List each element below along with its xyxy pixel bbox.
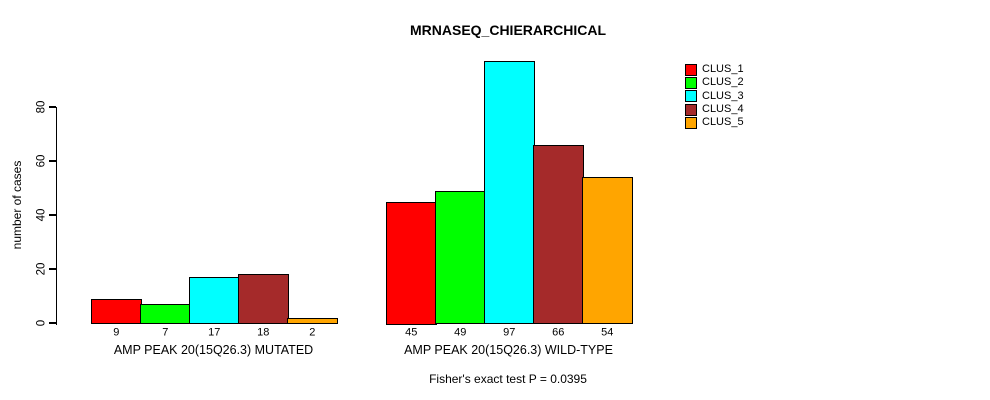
legend-swatch-clus_1 [685,63,697,76]
legend-entry-clus_1: CLUS_1 [685,63,744,76]
legend-swatch-clus_4 [685,103,697,116]
legend-label: CLUS_5 [702,116,744,129]
fisher-test-annotation: Fisher's exact test P = 0.0395 [429,372,587,386]
legend-label: CLUS_2 [702,76,744,89]
y-tick-mark [48,268,56,270]
bar-value-label: 7 [162,326,169,339]
y-axis-line [55,107,57,325]
y-tick-label: 40 [35,208,48,222]
group-label-mutated: AMP PEAK 20(15Q26.3) MUTATED [113,342,314,357]
group-label-wild-type: AMP PEAK 20(15Q26.3) WILD-TYPE [404,342,613,357]
y-axis-label: number of cases [10,160,24,250]
y-tick-mark [48,214,56,216]
bar-clus_3-group1 [189,277,240,325]
bar-value-label: 97 [503,326,516,339]
legend: CLUS_1 CLUS_2 CLUS_3 CLUS_4 CLUS_5 [685,63,744,129]
legend-label: CLUS_1 [702,63,744,76]
legend-label: CLUS_4 [702,103,744,116]
bar-clus_5-group2 [582,177,633,325]
bar-value-label: 66 [552,326,565,339]
bar-clus_3-group2 [484,61,535,325]
legend-label: CLUS_3 [702,89,744,102]
legend-swatch-clus_2 [685,76,697,89]
legend-entry-clus_2: CLUS_2 [685,76,744,89]
y-tick-mark [48,160,56,162]
y-tick-label: 20 [35,262,48,276]
bar-clus_2-group2 [435,190,486,325]
legend-entry-clus_3: CLUS_3 [685,90,744,103]
bar-clus_5-group1 [287,317,338,325]
bar-value-label: 2 [309,326,316,339]
legend-entry-clus_5: CLUS_5 [685,116,744,129]
legend-entry-clus_4: CLUS_4 [685,103,744,116]
bar-value-label: 18 [257,326,270,339]
y-tick-mark [48,322,56,324]
bar-value-label: 49 [454,326,467,339]
chart-title: MRNASEQ_CHIERARCHICAL [409,22,607,38]
y-tick-label: 60 [35,154,48,168]
bar-value-label: 54 [601,326,614,339]
bar-value-label: 17 [208,326,221,339]
legend-swatch-clus_3 [685,90,697,103]
bar-clus_4-group1 [238,274,289,325]
legend-swatch-clus_5 [685,116,697,129]
y-tick-mark [48,106,56,108]
bar-clus_2-group1 [140,304,191,325]
bar-clus_4-group2 [533,144,584,325]
y-tick-label: 80 [35,100,48,114]
bar-clus_1-group2 [386,201,437,325]
bar-clus_1-group1 [91,298,142,325]
bar-value-label: 45 [405,326,418,339]
y-tick-label: 0 [35,319,48,327]
bar-value-label: 9 [113,326,120,339]
